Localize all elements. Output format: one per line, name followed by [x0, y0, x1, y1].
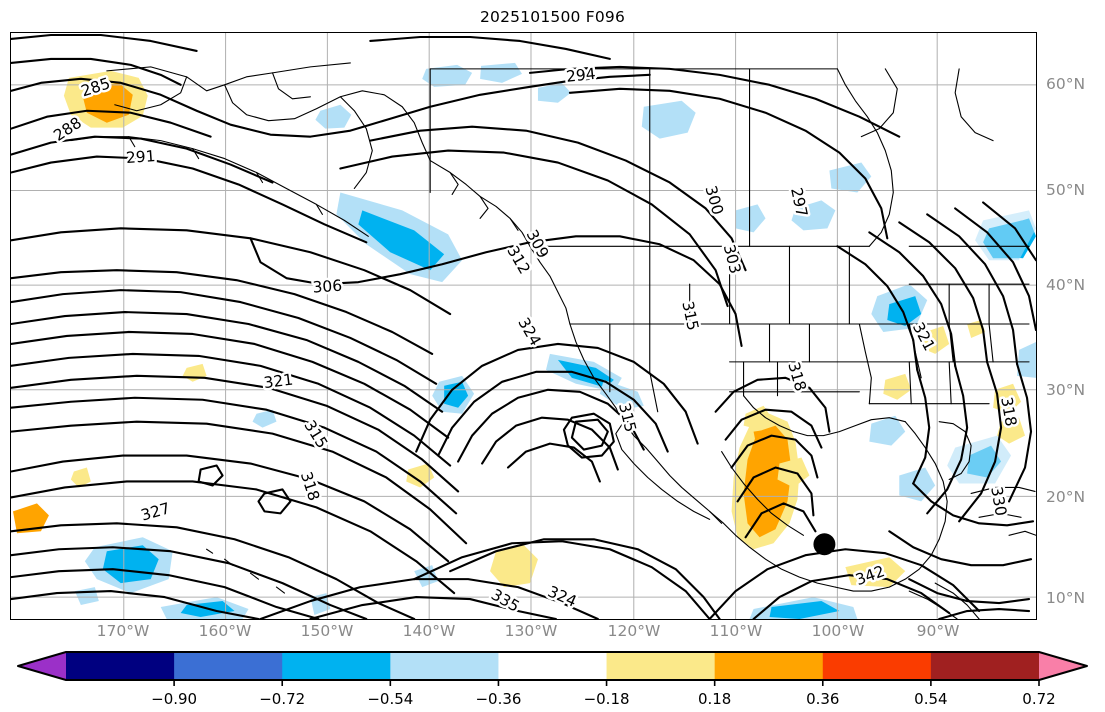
contour-label-300-5: 300: [701, 184, 726, 217]
contour-labels: 2852852882882912912942942972973003003033…: [48, 62, 1023, 618]
lat-tick-label-1: 50°N: [1046, 181, 1086, 199]
contour-label-318-23: 318: [997, 396, 1020, 428]
colorbar-tick-label-8: 0.72: [1022, 690, 1056, 708]
lon-tick-label-6: 110°W: [709, 622, 763, 640]
contour-label-327-17: 327: [139, 499, 172, 524]
map-canvas: 2852852882882912912942942972973003003033…: [11, 33, 1036, 619]
map-gridlines: [11, 33, 1036, 619]
figure-title: 2025101500 F096: [479, 8, 626, 26]
contour-label-294-3: 294: [565, 65, 596, 86]
contour-label-315-10: 315: [678, 300, 702, 333]
colorbar-segment-8: [930, 652, 1040, 680]
lon-tick-label-2: 150°W: [300, 622, 354, 640]
colorbar-tick-label-1: −0.72: [259, 690, 306, 708]
contour-label-306-7: 306: [312, 277, 343, 297]
colorbar-segment-3: [390, 652, 499, 680]
contour-label-291-2: 291: [125, 147, 156, 167]
colorbar-tick-label-5: 0.18: [697, 690, 732, 708]
colorbar[interactable]: −0.90 −0.72 −0.54 −0.36 −0.18 0.18 0.36 0.54 0.7…: [0, 648, 1105, 712]
lon-tick-label-3: 140°W: [402, 622, 456, 640]
contour-label-297-4: 297: [787, 186, 811, 219]
contour-label-324-13: 324: [514, 314, 544, 348]
colorbar-tick-label-4: −0.18: [583, 690, 630, 708]
contour-label-318-22: 318: [784, 360, 809, 393]
contour-label-330-24: 330: [987, 485, 1010, 517]
anomaly-shading: [12, 62, 1036, 619]
lat-tick-label-0: 60°N: [1046, 75, 1086, 93]
colorbar-ticks: [173, 680, 1040, 686]
colorbar-segments: [18, 652, 1087, 680]
lat-tick-label-4: 20°N: [1046, 488, 1086, 506]
lon-tick-label-7: 100°W: [811, 622, 865, 640]
colorbar-extend-high: [1039, 652, 1087, 680]
colorbar-segment-5: [606, 652, 716, 680]
contour-label-324-18: 324: [545, 582, 579, 610]
height-contours: [11, 33, 1036, 619]
lon-tick-label-1: 160°W: [198, 622, 252, 640]
lat-tick-label-5: 10°N: [1046, 589, 1086, 607]
lon-tick-label-5: 120°W: [607, 622, 661, 640]
colorbar-segment-2: [282, 652, 391, 680]
contour-label-303-6: 303: [720, 243, 745, 276]
coastlines: [70, 62, 1036, 619]
colorbar-tick-label-3: −0.36: [475, 690, 522, 708]
map-panel[interactable]: 285 285 288 288 291 291 294 294 297 297 300 300 303 3…: [10, 32, 1037, 620]
colorbar-tick-label-0: −0.90: [151, 690, 198, 708]
colorbar-segment-1: [174, 652, 283, 680]
lat-tick-label-3: 30°N: [1046, 381, 1086, 399]
colorbar-canvas: [17, 651, 1088, 686]
colorbar-extend-low: [18, 652, 66, 680]
colorbar-tick-label-6: 0.36: [806, 690, 840, 708]
lon-tick-label-4: 130°W: [504, 622, 558, 640]
colorbar-tick-label-2: −0.54: [367, 690, 414, 708]
colorbar-segment-6: [714, 652, 824, 680]
lon-tick-label-8: 90°W: [916, 622, 960, 640]
colorbar-segment-4: [498, 652, 608, 680]
lat-tick-label-2: 40°N: [1046, 276, 1086, 294]
colorbar-segment-0: [66, 652, 175, 680]
lon-tick-label-0: 170°W: [96, 622, 150, 640]
storm-marker[interactable]: [813, 533, 836, 556]
contour-label-318-11: 318: [297, 470, 323, 504]
colorbar-segment-7: [822, 652, 932, 680]
contour-label-321-12: 321: [263, 371, 294, 392]
colorbar-tick-label-7: 0.54: [914, 690, 948, 708]
